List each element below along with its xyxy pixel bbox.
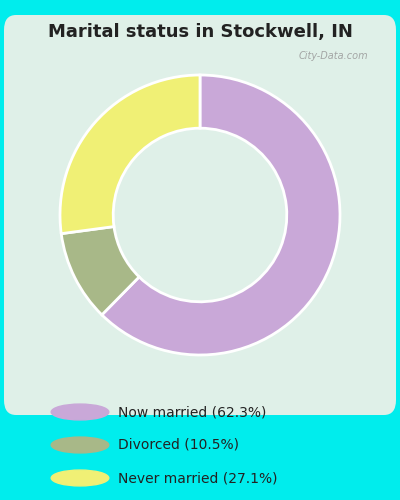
Text: Never married (27.1%): Never married (27.1%) xyxy=(118,471,278,485)
Wedge shape xyxy=(102,75,340,355)
Circle shape xyxy=(51,437,109,453)
Text: City-Data.com: City-Data.com xyxy=(298,50,368,60)
Text: Now married (62.3%): Now married (62.3%) xyxy=(118,405,266,419)
Wedge shape xyxy=(60,75,200,234)
Circle shape xyxy=(51,404,109,420)
Text: Marital status in Stockwell, IN: Marital status in Stockwell, IN xyxy=(48,22,352,40)
Wedge shape xyxy=(61,226,139,315)
Text: Divorced (10.5%): Divorced (10.5%) xyxy=(118,438,239,452)
Circle shape xyxy=(51,470,109,486)
